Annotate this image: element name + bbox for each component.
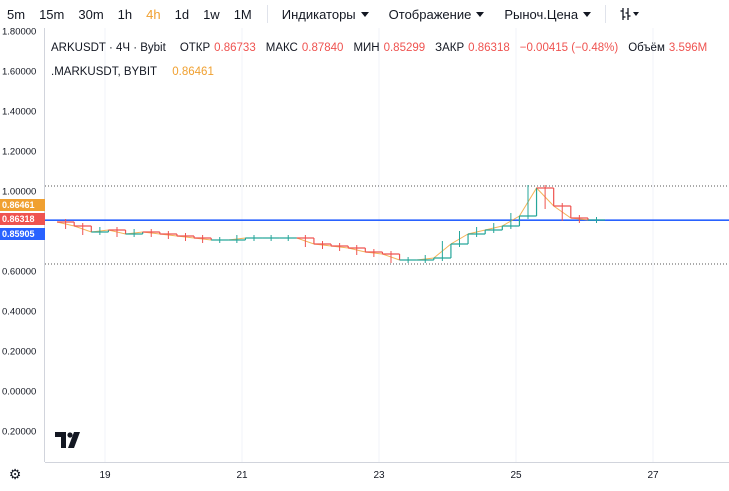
volume-label: Объём xyxy=(628,42,665,54)
chevron-down-icon xyxy=(360,11,369,17)
timeframe-30m[interactable]: 30m xyxy=(78,6,104,22)
chevron-down-icon xyxy=(583,11,592,17)
toolbar-divider xyxy=(605,5,607,23)
compare-button[interactable] xyxy=(614,7,646,21)
price-type-button[interactable]: Рыноч.Цена xyxy=(498,7,597,22)
low-label: МИН xyxy=(353,42,380,54)
indicators-button[interactable]: Индикаторы xyxy=(276,7,375,22)
timeframe-1d[interactable]: 1d xyxy=(174,6,190,22)
high-label: МАКС xyxy=(265,42,298,54)
timeframe-15m[interactable]: 15m xyxy=(39,6,65,22)
tradingview-logo[interactable] xyxy=(54,428,84,452)
y-tick-label: 0.00000 xyxy=(2,386,37,398)
indicators-label: Индикаторы xyxy=(281,6,356,22)
low-value: 0.85299 xyxy=(383,42,426,54)
close-label: ЗАКР xyxy=(435,42,465,54)
y-tick-label: 1.40000 xyxy=(2,106,37,118)
open-value: 0.86733 xyxy=(214,42,256,54)
display-label: Отображение xyxy=(388,6,472,22)
tradingview-logo-icon xyxy=(55,432,80,448)
price-axis[interactable]: 1.800001.600001.400001.200001.000000.800… xyxy=(0,28,45,462)
mark-price-line xyxy=(56,187,606,261)
y-tick-label: 1.20000 xyxy=(2,146,37,158)
toolbar-divider xyxy=(266,5,268,23)
ohlc-legend: ARKUSDT · 4Ч · Bybit ОТКР 0.86733 МАКС 0.8… xyxy=(51,42,707,54)
toolbar: 5m 15m 30m 1h 4h 1d 1w 1M Индикаторы Отображени… xyxy=(0,0,729,28)
x-tick-label: 19 xyxy=(99,470,111,481)
y-tick-label: 0.60000 xyxy=(2,266,37,278)
high-value: 0.87840 xyxy=(301,42,344,54)
compare-icon xyxy=(620,8,640,20)
y-tick-label: 1.00000 xyxy=(2,186,37,198)
timeframe-1h[interactable]: 1h xyxy=(117,6,133,22)
x-tick-label: 25 xyxy=(510,470,522,481)
timeframe-4h[interactable]: 4h xyxy=(146,6,161,22)
mark-price-legend: .MARKUSDT, BYBIT 0.86461 xyxy=(51,66,214,78)
x-tick-label: 27 xyxy=(647,470,659,481)
open-label: ОТКР xyxy=(179,42,211,54)
line-price-tag: 0.85905 xyxy=(0,228,45,240)
time-axis[interactable]: 19 21 23 25 27 xyxy=(45,462,729,491)
mark-value: 0.86461 xyxy=(172,66,214,78)
y-tick-label: 1.60000 xyxy=(2,66,37,78)
volume-value: 3.596M xyxy=(668,42,708,54)
display-button[interactable]: Отображение xyxy=(383,7,491,22)
mark-symbol[interactable]: .MARKUSDT, BYBIT xyxy=(51,66,158,78)
y-tick-label: 0.40000 xyxy=(2,306,37,318)
timeframe-1M[interactable]: 1M xyxy=(233,6,252,22)
timeframe-group: 5m 15m 30m 1h 4h 1d 1w 1M xyxy=(0,7,259,22)
gear-icon[interactable]: ⚙ xyxy=(8,466,22,482)
last-price-tag: 0.86318 xyxy=(0,213,45,225)
price-type-label: Рыноч.Цена xyxy=(504,6,579,22)
x-tick-label: 21 xyxy=(236,470,248,481)
chevron-down-icon xyxy=(476,11,485,17)
y-tick-label: 1.80000 xyxy=(2,28,37,38)
legend-symbol[interactable]: ARKUSDT · 4Ч · Bybit xyxy=(51,42,166,54)
y-tick-label: 0.20000 xyxy=(2,346,37,358)
x-tick-label: 23 xyxy=(373,470,385,481)
timeframe-5m[interactable]: 5m xyxy=(7,6,26,22)
mark-price-tag: 0.86461 xyxy=(0,199,45,211)
close-value: 0.86318 xyxy=(468,42,510,54)
timeframe-1w[interactable]: 1w xyxy=(203,6,220,22)
change-value: −0.00415 (−0.48%) xyxy=(519,42,619,54)
y-tick-label: 0.20000 xyxy=(2,426,37,438)
